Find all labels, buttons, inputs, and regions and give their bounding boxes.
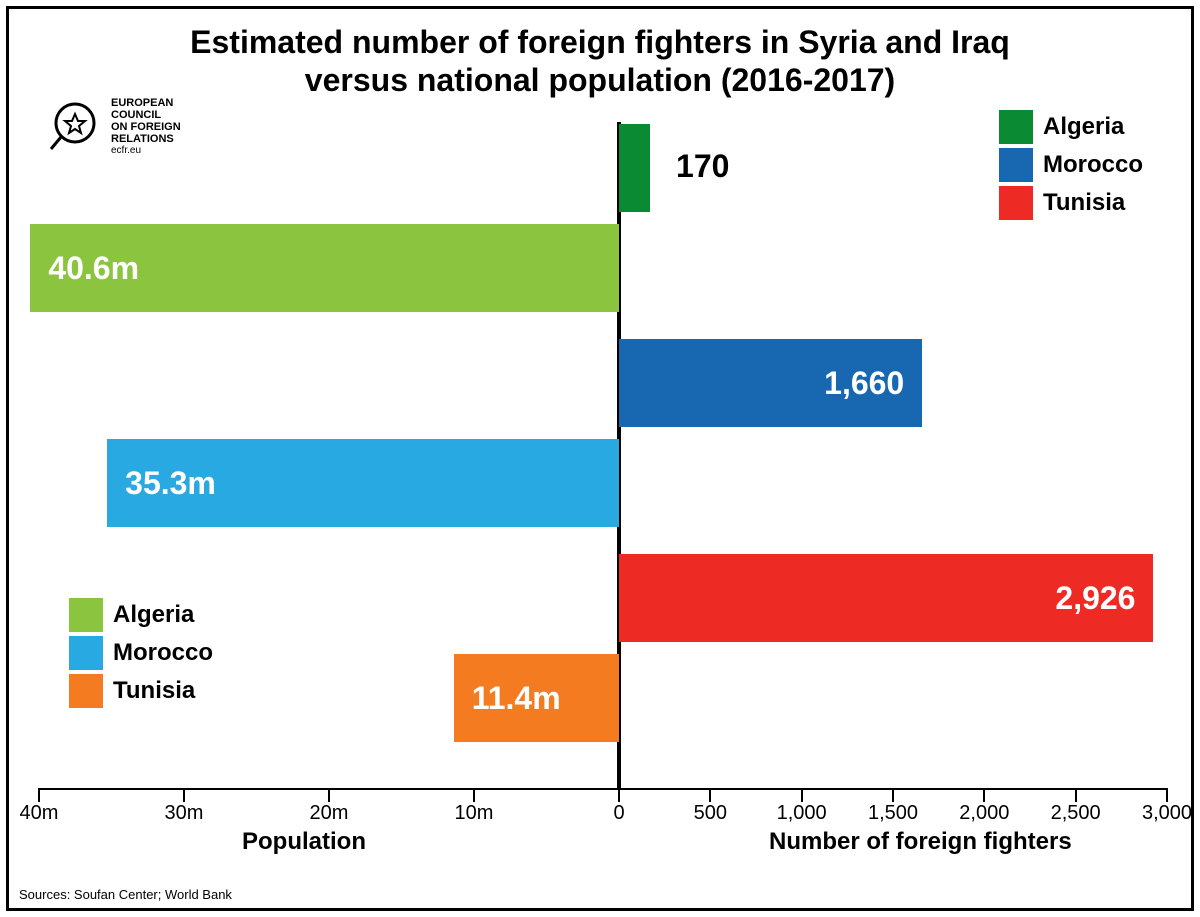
legend-label: Tunisia (113, 677, 195, 705)
legend-swatch (69, 674, 103, 708)
chart-area: 010m20m30m40m5001,0001,5002,0002,5003,00… (39, 124, 1161, 838)
bar-population-morocco: 35.3m (107, 439, 619, 527)
tick-right (1166, 788, 1168, 802)
tick-right (892, 788, 894, 802)
legend-label: Morocco (1043, 151, 1143, 179)
sources-text: Sources: Soufan Center; World Bank (19, 887, 232, 902)
legend-row: Algeria (999, 110, 1143, 144)
tick-right (1075, 788, 1077, 802)
legend-swatch (999, 148, 1033, 182)
legend-label: Algeria (113, 601, 194, 629)
tick-left (183, 788, 185, 802)
tick-label-right: 2,000 (959, 802, 1009, 825)
tick-label-right: 2,500 (1051, 802, 1101, 825)
bar-label-population: 35.3m (107, 465, 234, 502)
tick-label-left: 20m (310, 802, 349, 825)
tick-left (328, 788, 330, 802)
tick-label-right: 1,000 (777, 802, 827, 825)
tick-label-right: 1,500 (868, 802, 918, 825)
tick-left (473, 788, 475, 802)
bar-fighters-tunisia: 2,926 (619, 554, 1153, 642)
legend-swatch (69, 636, 103, 670)
chart-frame: Estimated number of foreign fighters in … (6, 6, 1194, 911)
title-line-1: Estimated number of foreign fighters in … (49, 23, 1151, 61)
bar-label-population: 11.4m (454, 680, 579, 717)
tick-label-right: 3,000 (1142, 802, 1192, 825)
legend-population: Algeria Morocco Tunisia (69, 594, 213, 712)
bar-fighters-algeria (619, 124, 650, 212)
tick-label-right: 500 (694, 802, 727, 825)
legend-swatch (69, 598, 103, 632)
legend-row: Tunisia (69, 674, 213, 708)
chart-title: Estimated number of foreign fighters in … (9, 9, 1191, 100)
legend-label: Tunisia (1043, 189, 1125, 217)
legend-row: Morocco (69, 636, 213, 670)
x-axis (39, 788, 1167, 790)
bar-label-fighters: 1,660 (806, 365, 922, 402)
legend-row: Tunisia (999, 186, 1143, 220)
legend-row: Morocco (999, 148, 1143, 182)
legend-row: Algeria (69, 598, 213, 632)
tick-right (709, 788, 711, 802)
axis-title-right: Number of foreign fighters (769, 828, 1072, 856)
tick-left (38, 788, 40, 802)
bar-population-tunisia: 11.4m (454, 654, 619, 742)
legend-label: Morocco (113, 639, 213, 667)
bar-fighters-morocco: 1,660 (619, 339, 922, 427)
legend-swatch (999, 186, 1033, 220)
tick-left (618, 788, 620, 802)
tick-label-left: 30m (165, 802, 204, 825)
tick-right (983, 788, 985, 802)
bar-label-population: 40.6m (30, 250, 157, 287)
axis-title-left: Population (242, 828, 366, 856)
tick-label-left: 0 (613, 802, 624, 825)
tick-label-left: 40m (20, 802, 59, 825)
legend-swatch (999, 110, 1033, 144)
tick-right (801, 788, 803, 802)
bar-population-algeria: 40.6m (30, 224, 619, 312)
bar-label-fighters: 170 (658, 148, 747, 185)
legend-label: Algeria (1043, 113, 1124, 141)
bar-label-fighters: 2,926 (1037, 580, 1153, 617)
legend-fighters: Algeria Morocco Tunisia (999, 106, 1143, 224)
tick-label-left: 10m (455, 802, 494, 825)
title-line-2: versus national population (2016-2017) (49, 61, 1151, 99)
